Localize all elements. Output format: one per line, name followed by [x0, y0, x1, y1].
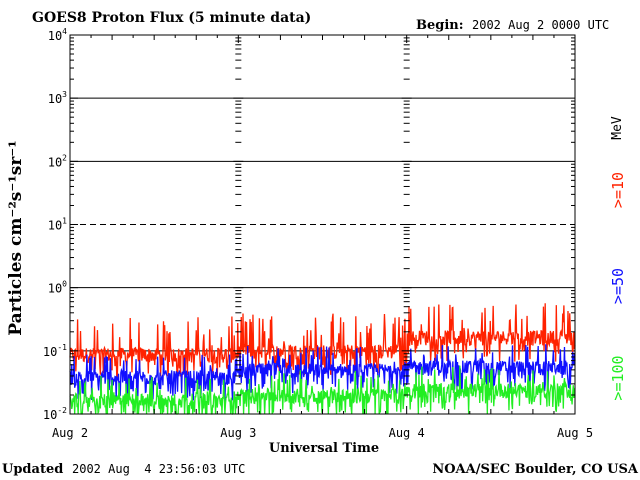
y-tick-label: 104	[48, 27, 67, 43]
x-tick-label: Aug 5	[557, 426, 593, 440]
x-tick-label: Aug 2	[52, 426, 88, 440]
y-tick-label: 101	[48, 217, 67, 233]
begin-label: Begin:	[416, 18, 464, 33]
x-tick-label: Aug 3	[220, 426, 256, 440]
footer-updated-value: 2002 Aug 4 23:56:03 UTC	[72, 462, 245, 476]
y-tick-label: 10-2	[43, 406, 67, 422]
chart-title: GOES8 Proton Flux (5 minute data)	[32, 10, 311, 26]
begin-value: 2002 Aug 2 0000 UTC	[472, 18, 609, 32]
legend-entry-ge50: >=50	[609, 268, 627, 304]
x-axis-label: Universal Time	[269, 441, 379, 456]
footer-credit: NOAA/SEC Boulder, CO USA	[432, 462, 639, 477]
footer-updated-label: Updated	[2, 462, 63, 477]
y-tick-label: 102	[48, 153, 67, 169]
y-tick-label: 103	[48, 90, 67, 106]
y-tick-label: 10-1	[43, 343, 67, 359]
y-tick-label: 100	[48, 280, 67, 296]
legend-entry-ge100: >=100	[609, 355, 627, 400]
legend-unit: MeV	[610, 116, 625, 140]
series-line-ge10	[69, 303, 576, 379]
y-axis-label: Particles cm⁻²s⁻¹sr⁻¹	[6, 140, 26, 335]
x-tick-label: Aug 4	[389, 426, 425, 440]
legend-entry-ge10: >=10	[609, 172, 627, 208]
